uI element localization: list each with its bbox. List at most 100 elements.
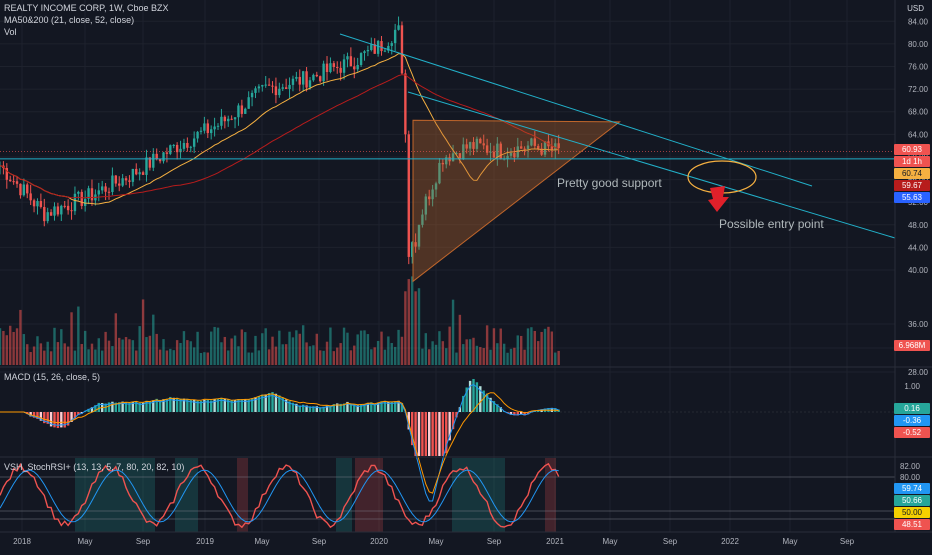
volume-bar bbox=[284, 344, 288, 365]
volume-bar bbox=[56, 342, 60, 365]
candle-body bbox=[506, 155, 509, 159]
macd-histogram-bar bbox=[373, 403, 376, 412]
candle-body bbox=[70, 210, 73, 212]
macd-histogram-bar bbox=[274, 393, 278, 412]
candle-body bbox=[244, 108, 247, 114]
macd-histogram-bar bbox=[295, 403, 298, 412]
candle-body bbox=[158, 159, 162, 162]
macd-histogram-bar bbox=[216, 398, 220, 412]
macd-histogram-bar bbox=[203, 399, 206, 412]
candle-body bbox=[12, 181, 15, 183]
candle-body bbox=[513, 153, 516, 158]
volume-bar bbox=[434, 344, 438, 365]
volume-bar bbox=[240, 329, 244, 365]
candle-body bbox=[472, 142, 475, 149]
volume-bar bbox=[107, 340, 111, 365]
macd-histogram-bar bbox=[63, 412, 66, 428]
macd-histogram-bar bbox=[199, 400, 203, 412]
candle-body bbox=[424, 196, 428, 215]
volume-bar bbox=[506, 352, 509, 365]
macd-histogram-bar bbox=[387, 401, 390, 412]
hist-tag: -0.52 bbox=[894, 427, 930, 438]
volume-bar bbox=[148, 335, 152, 365]
candle-body bbox=[373, 44, 376, 54]
macd-histogram-bar bbox=[94, 405, 97, 412]
candle-body bbox=[274, 86, 278, 96]
candle-body bbox=[100, 186, 104, 191]
volume-bar bbox=[485, 325, 489, 365]
candle-body bbox=[39, 201, 43, 207]
volume-bar bbox=[339, 343, 342, 365]
candle-body bbox=[291, 78, 295, 85]
candle-body bbox=[428, 196, 431, 200]
macd-histogram-bar bbox=[414, 412, 417, 456]
candle-body bbox=[63, 205, 66, 207]
volume-bar bbox=[29, 352, 32, 365]
candle-body bbox=[152, 153, 155, 168]
volume-bar bbox=[182, 331, 186, 365]
macd-histogram-bar bbox=[29, 412, 32, 417]
volume-bar bbox=[175, 340, 179, 365]
candle-body bbox=[319, 76, 322, 82]
volume-bar bbox=[220, 342, 223, 365]
macd-histogram-bar bbox=[472, 378, 475, 412]
candle-body bbox=[189, 146, 192, 148]
macd-histogram-bar bbox=[107, 402, 111, 412]
candle-body bbox=[32, 200, 36, 207]
volume-bar bbox=[63, 343, 66, 365]
candle-body bbox=[353, 66, 356, 70]
candle-body bbox=[475, 138, 479, 149]
volume-bar bbox=[158, 349, 162, 365]
volume-bar bbox=[295, 330, 298, 365]
candle-body bbox=[305, 71, 308, 88]
support-annotation[interactable]: Pretty good support bbox=[557, 176, 662, 190]
candle-body bbox=[46, 212, 49, 222]
macd-histogram-bar bbox=[390, 401, 393, 412]
candle-body bbox=[526, 145, 530, 150]
stoch-k-line bbox=[0, 462, 560, 529]
candle-body bbox=[131, 168, 135, 182]
candle-body bbox=[261, 85, 264, 87]
trend-drawings[interactable] bbox=[0, 33, 896, 283]
volume-bar bbox=[547, 326, 550, 365]
volume-bar bbox=[557, 350, 560, 365]
macd-histogram-bar bbox=[247, 399, 250, 412]
macd-histogram-bar bbox=[162, 399, 165, 412]
volume-bar bbox=[407, 279, 410, 365]
candle-body bbox=[397, 25, 400, 30]
volume-bar bbox=[550, 331, 554, 365]
volume-bar bbox=[165, 350, 169, 365]
candle-body bbox=[118, 183, 121, 186]
price-tick-label: 72.00 bbox=[908, 85, 929, 94]
macd-histogram-bar bbox=[479, 386, 482, 412]
macd-histogram-bar bbox=[43, 412, 46, 424]
candle-body bbox=[227, 118, 230, 122]
macd-histogram-bar bbox=[264, 394, 267, 412]
macd-histogram-bar bbox=[240, 399, 244, 412]
volume-bar bbox=[26, 344, 29, 365]
macd-histogram-bar bbox=[121, 401, 124, 412]
macd-histogram-bar bbox=[458, 407, 462, 412]
candle-body bbox=[336, 67, 339, 69]
candle-body bbox=[342, 59, 346, 73]
volume-bar bbox=[22, 334, 26, 365]
volume-bar bbox=[530, 327, 533, 365]
macd-histogram-bar bbox=[189, 399, 192, 412]
candle-body bbox=[223, 116, 227, 122]
macd-histogram-bar bbox=[220, 397, 223, 412]
volume-bar bbox=[288, 331, 291, 365]
ma-slow-tag: 55.63 bbox=[894, 192, 930, 203]
volume-bar bbox=[97, 338, 100, 365]
macd-histogram-bar bbox=[438, 412, 441, 456]
candle-body bbox=[73, 193, 77, 212]
candle-body bbox=[203, 123, 206, 131]
volume-bar bbox=[49, 351, 53, 365]
candle-body bbox=[537, 145, 540, 149]
entry-annotation[interactable]: Possible entry point bbox=[719, 217, 824, 231]
volume-bar bbox=[537, 341, 540, 365]
volume-bar bbox=[499, 328, 502, 365]
last-price-tag: 60.93 bbox=[894, 144, 930, 155]
macd-histogram-bar bbox=[489, 397, 492, 412]
